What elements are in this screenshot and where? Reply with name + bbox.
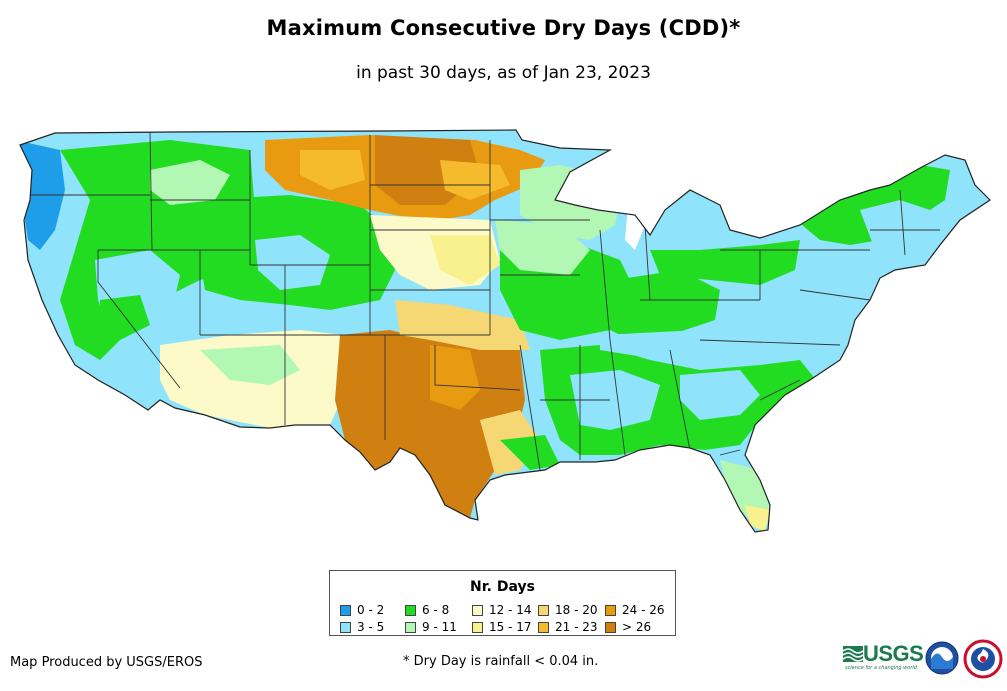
cdd-map: [19, 129, 991, 533]
usgs-tagline: science for a changing world: [845, 665, 917, 671]
legend-label: 6 - 8: [422, 603, 450, 617]
legend-label: > 26: [622, 620, 652, 634]
legend-swatch: [340, 604, 351, 616]
legend-swatch: [472, 621, 483, 633]
legend-label: 15 - 17: [489, 620, 532, 634]
legend-label: 9 - 11: [422, 620, 457, 634]
legend-swatch: [472, 604, 483, 616]
legend: Nr. Days 0 - 2 3 - 5 6 - 8 9 - 11 12 - 1…: [329, 570, 676, 636]
legend-swatch: [605, 604, 616, 616]
legend-label: 3 - 5: [357, 620, 385, 634]
legend-swatch: [405, 621, 416, 633]
legend-item-12-14: 12 - 14: [472, 603, 532, 617]
legend-label: 0 - 2: [357, 603, 385, 617]
usgs-wordmark: USGS: [863, 641, 924, 666]
legend-item-18-20: 18 - 20: [538, 603, 598, 617]
legend-item-24-26: 24 - 26: [605, 603, 665, 617]
legend-item-3-5: 3 - 5: [340, 620, 384, 634]
noaa-logo-icon: [925, 641, 959, 675]
legend-swatch: [605, 621, 616, 633]
legend-title: Nr. Days: [470, 579, 535, 595]
legend-item-6-8: 6 - 8: [405, 603, 449, 617]
usgs-logo: USGS science for a changing world: [843, 641, 924, 671]
dry-day-footnote: * Dry Day is rainfall < 0.04 in.: [403, 654, 599, 669]
nws-logo-icon: [963, 639, 1003, 679]
map-credit: Map Produced by USGS/EROS: [10, 655, 203, 670]
legend-swatch: [538, 604, 549, 616]
legend-item-0-2: 0 - 2: [340, 603, 384, 617]
map-title: Maximum Consecutive Dry Days (CDD)*: [266, 16, 741, 40]
legend-item-9-11: 9 - 11: [405, 620, 457, 634]
legend-swatch: [405, 604, 416, 616]
legend-swatch: [538, 621, 549, 633]
legend-label: 24 - 26: [622, 603, 665, 617]
legend-item-15-17: 15 - 17: [472, 620, 532, 634]
legend-item-over-26: > 26: [605, 620, 651, 634]
map-subtitle: in past 30 days, as of Jan 23, 2023: [356, 63, 651, 83]
legend-label: 18 - 20: [555, 603, 598, 617]
usgs-wave-icon: [843, 646, 863, 662]
state-boundaries: [30, 131, 940, 471]
legend-swatch: [340, 621, 351, 633]
legend-label: 12 - 14: [489, 603, 532, 617]
legend-item-21-23: 21 - 23: [538, 620, 598, 634]
legend-label: 21 - 23: [555, 620, 598, 634]
